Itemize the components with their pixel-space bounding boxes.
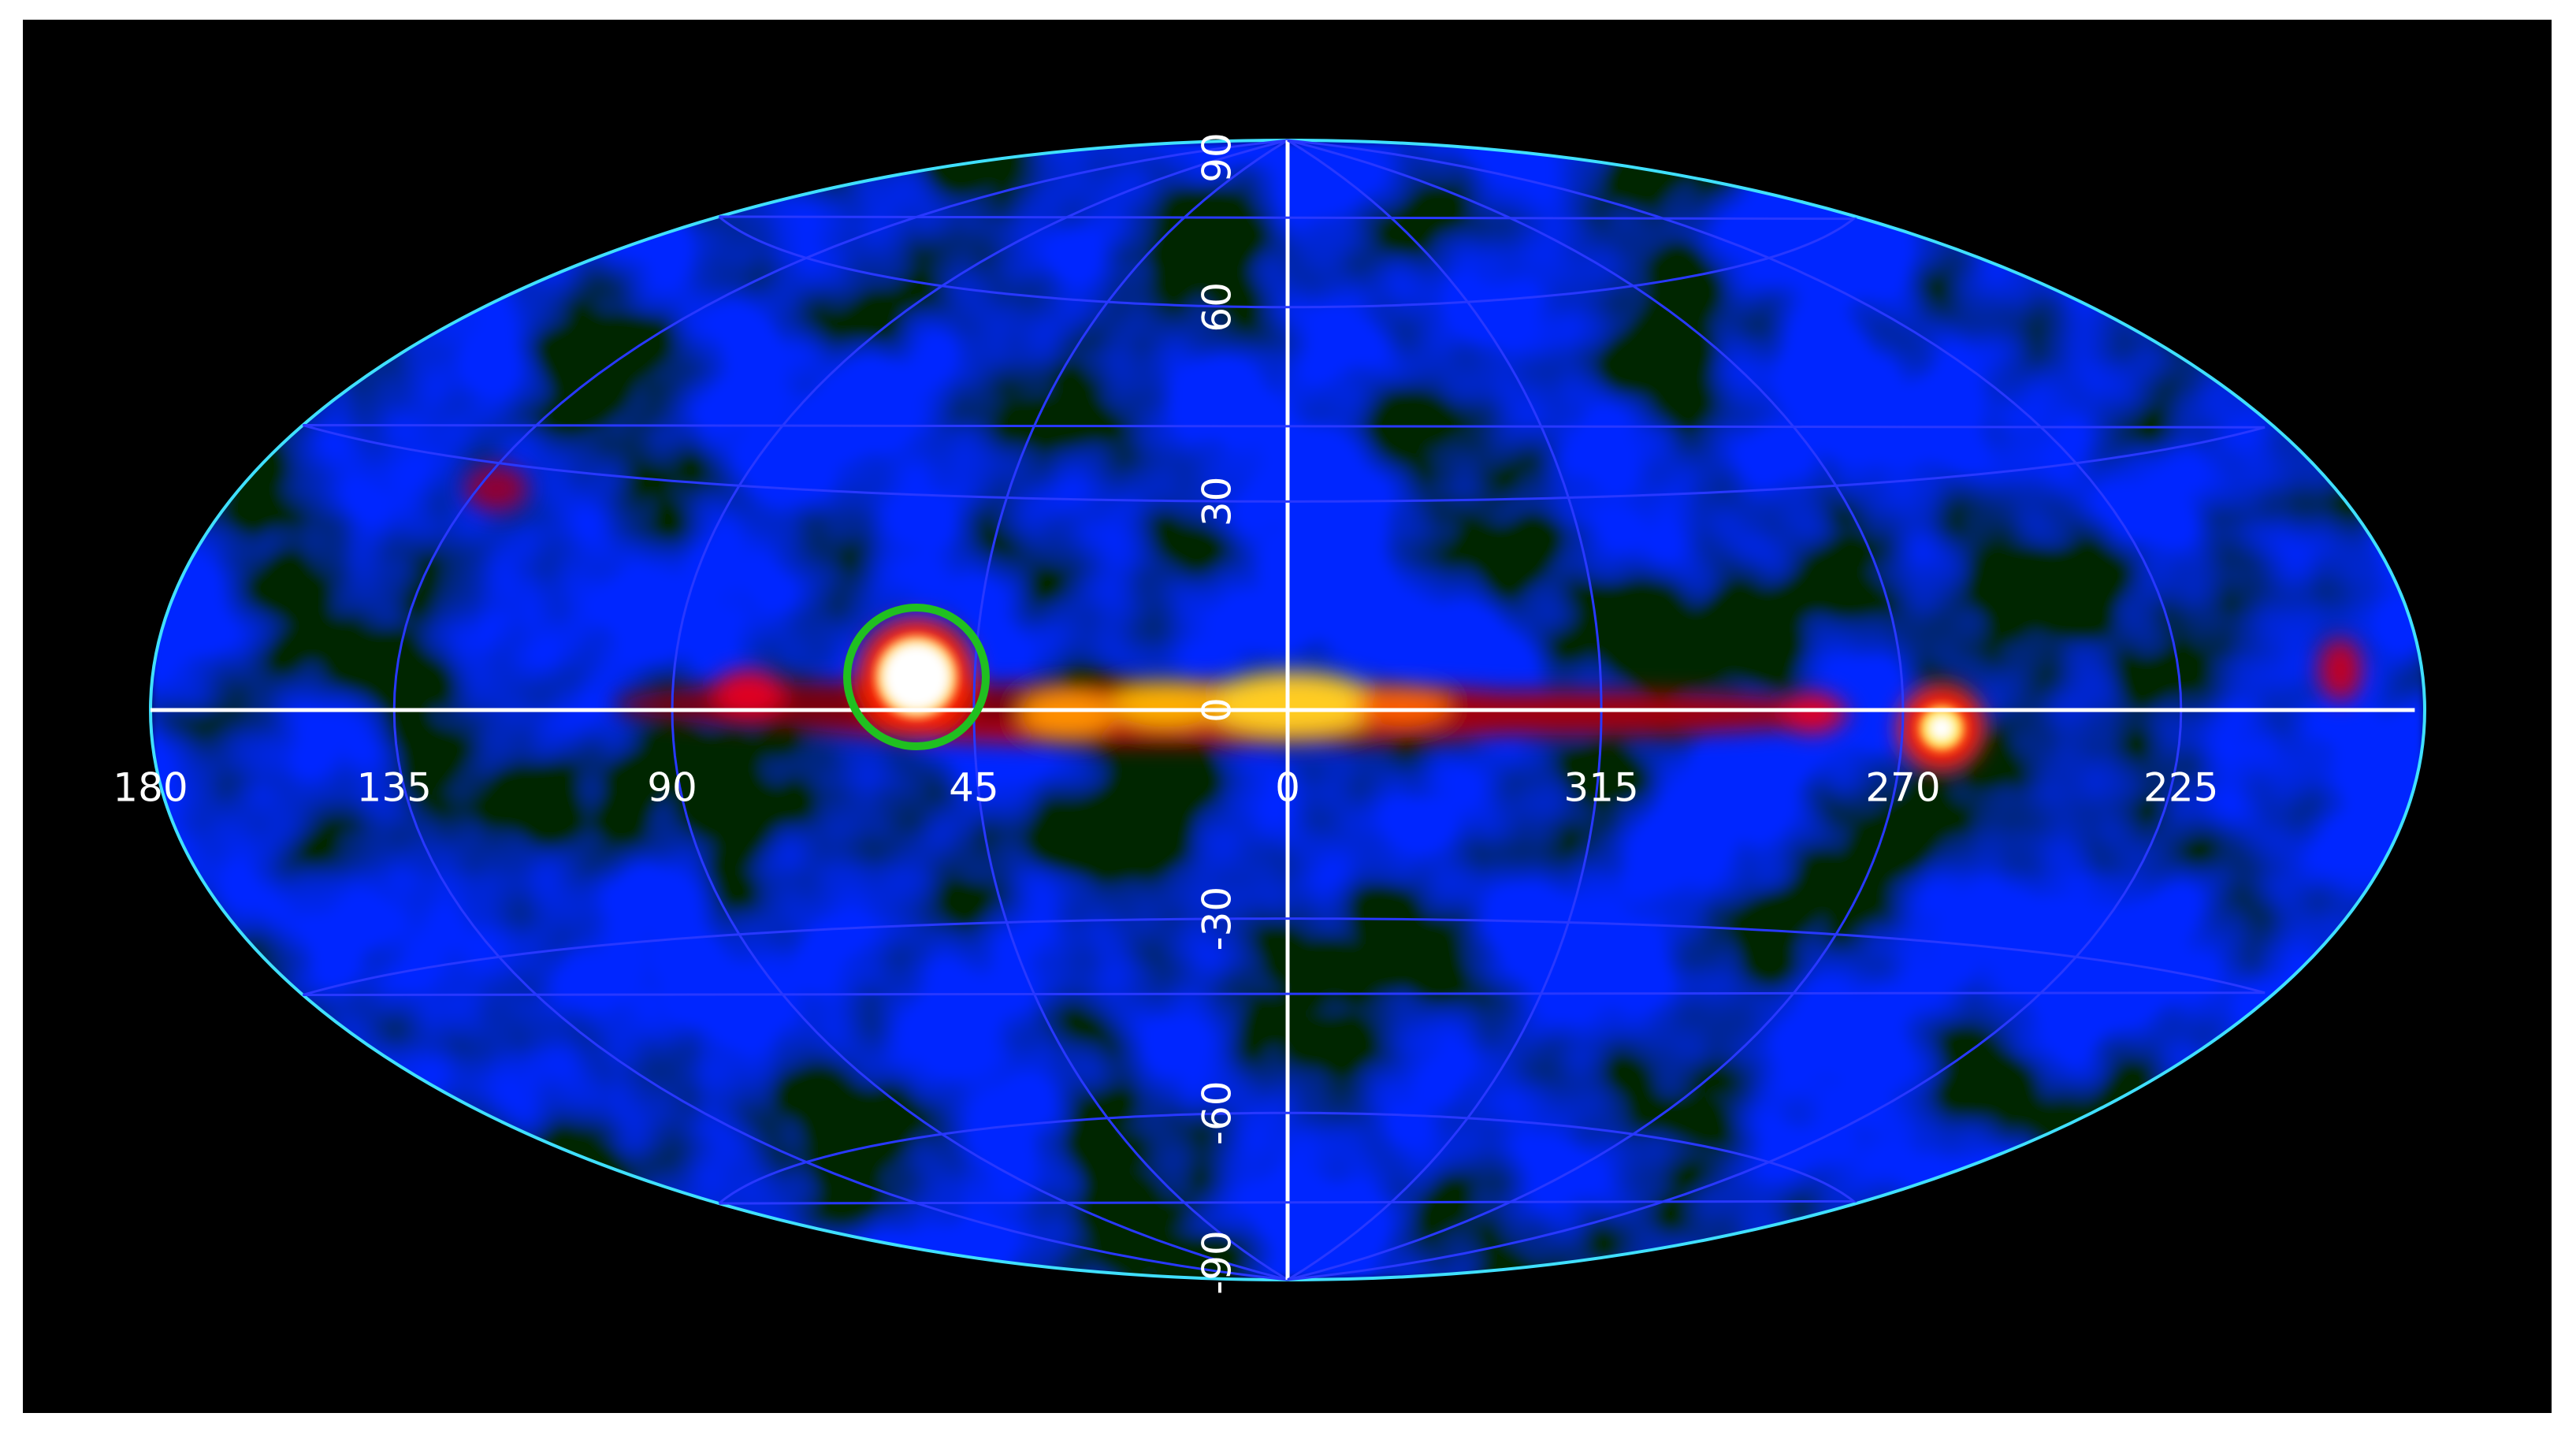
latitude-label: -30	[1195, 887, 1240, 951]
latitude-label: 30	[1195, 477, 1240, 527]
latitude-label: 60	[1195, 282, 1240, 333]
longitude-label: 315	[1563, 765, 1638, 811]
parallel	[302, 424, 2266, 503]
graticule	[149, 139, 2426, 1281]
longitude-label: 180	[113, 765, 188, 811]
parallel	[302, 917, 2266, 996]
labels: 180 135 90 45 0 315 270 225 90 60 30 0 -30 -60 -90	[113, 132, 2218, 1295]
latitude-label: 0	[1195, 697, 1240, 723]
parallel	[718, 215, 1857, 309]
longitude-label: 135	[357, 765, 432, 811]
source-marker	[843, 604, 990, 750]
longitude-label: 0	[1275, 765, 1300, 811]
longitude-label: 45	[949, 765, 999, 811]
latitude-label: -60	[1195, 1080, 1240, 1145]
sources	[875, 636, 1964, 750]
longitude-label: 90	[647, 765, 697, 811]
latitude-label: -90	[1195, 1230, 1240, 1295]
parallel	[718, 1111, 1857, 1205]
longitude-label: 225	[2143, 765, 2218, 811]
latitude-label: 90	[1195, 132, 1240, 183]
longitude-label: 270	[1865, 765, 1940, 811]
